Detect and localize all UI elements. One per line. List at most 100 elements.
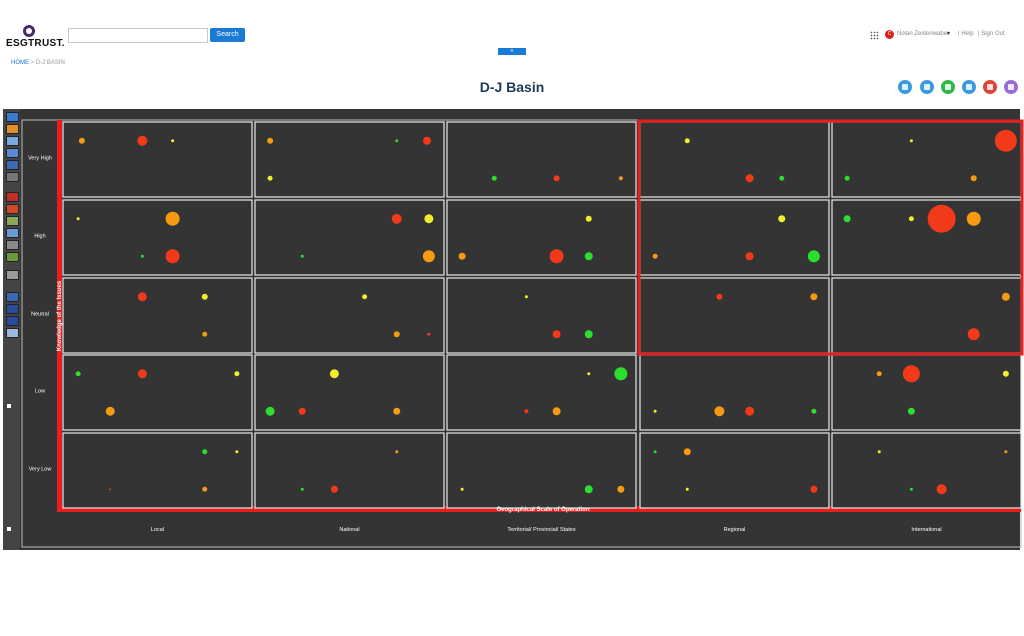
matrix-cell: [446, 277, 637, 354]
data-point: [585, 215, 592, 222]
data-point: [109, 488, 112, 491]
matrix-cell: [254, 121, 445, 198]
matrix-cell: [639, 277, 830, 354]
export-tool-icon[interactable]: [6, 228, 19, 238]
circle-tool-icon[interactable]: [6, 316, 19, 326]
data-point: [524, 295, 528, 299]
data-point: [202, 486, 208, 492]
pin-tool-icon[interactable]: [6, 204, 19, 214]
data-point: [265, 406, 275, 416]
data-point: [393, 407, 401, 415]
page-title: D-J Basin: [479, 79, 545, 95]
data-point: [427, 332, 431, 336]
user-avatar[interactable]: C: [885, 30, 894, 39]
data-point: [907, 407, 915, 415]
matrix-cell: [639, 354, 830, 431]
y-tick-label: Neutral: [31, 312, 49, 318]
pointer-tool-icon[interactable]: [6, 292, 19, 302]
x-tick-label: Regional: [724, 527, 746, 533]
data-point: [927, 204, 956, 233]
settings-tool-icon[interactable]: [6, 172, 19, 182]
data-point: [137, 292, 147, 302]
breadcrumb-separator: >: [29, 60, 36, 66]
app-logo[interactable]: ESGTRUST.: [6, 38, 65, 49]
data-point: [807, 250, 820, 263]
y-tick-label: High: [34, 234, 45, 240]
network-icon[interactable]: [920, 80, 934, 94]
menu-icon[interactable]: [1004, 80, 1018, 94]
chevron-down-icon[interactable]: ▾: [947, 31, 951, 37]
data-point: [75, 371, 81, 377]
data-point: [811, 408, 817, 414]
document-check-icon[interactable]: [941, 80, 955, 94]
data-point: [105, 406, 115, 416]
breadcrumb-home[interactable]: HOME: [11, 60, 29, 66]
data-point: [552, 330, 561, 339]
data-point: [745, 252, 754, 261]
user-group-icon[interactable]: [983, 80, 997, 94]
data-point: [684, 138, 690, 144]
apps-grid-icon[interactable]: [870, 31, 879, 40]
data-point: [584, 252, 593, 261]
data-point: [362, 294, 368, 300]
highlight-tool-icon[interactable]: [6, 124, 19, 134]
search-button[interactable]: Search: [210, 28, 245, 42]
data-point: [137, 369, 147, 379]
matrix-cell: [446, 354, 637, 431]
x-tick-label: National: [339, 527, 359, 533]
save-tool-icon[interactable]: [6, 160, 19, 170]
data-point: [617, 485, 625, 493]
data-point: [393, 331, 400, 338]
y-axis-bar: [57, 120, 62, 511]
data-point: [844, 175, 850, 181]
list-icon[interactable]: [962, 80, 976, 94]
matrix-cell: [831, 432, 1022, 509]
data-point: [235, 450, 239, 454]
globe-icon[interactable]: [898, 80, 912, 94]
data-point: [716, 293, 723, 300]
matrix-cell: [62, 121, 253, 198]
data-point: [137, 135, 148, 146]
data-point: [395, 139, 399, 143]
filter-tool-icon[interactable]: [6, 328, 19, 338]
fit-tool-icon[interactable]: [6, 270, 19, 280]
data-point: [778, 215, 786, 223]
search-input[interactable]: [68, 28, 208, 43]
matrix-cell: [62, 432, 253, 509]
data-point: [876, 371, 882, 377]
data-point: [78, 137, 85, 144]
data-point: [300, 487, 304, 491]
select-tool-icon[interactable]: [6, 112, 19, 122]
box-tool-icon[interactable]: [6, 304, 19, 314]
data-point: [422, 250, 435, 263]
sign-out-link[interactable]: | Sign Out: [978, 31, 1005, 37]
data-point: [685, 487, 689, 491]
y-tick-label: Very Low: [29, 467, 52, 473]
data-point: [970, 175, 977, 182]
share-tool-icon[interactable]: [6, 252, 19, 262]
data-point: [909, 139, 913, 143]
data-point: [391, 213, 402, 224]
data-point: [908, 216, 914, 222]
data-point: [936, 484, 947, 495]
zoom-tool-icon[interactable]: [6, 148, 19, 158]
print-tool-icon[interactable]: [6, 240, 19, 250]
data-point: [745, 406, 755, 416]
data-point: [584, 485, 593, 494]
scroll-marker: [7, 527, 11, 531]
help-link[interactable]: | Help: [958, 31, 974, 37]
x-tick-label: Territorial/ Provincial/ States: [507, 527, 575, 533]
data-point: [745, 174, 754, 183]
layer-tool-icon[interactable]: [6, 136, 19, 146]
collapse-header-button[interactable]: ≡: [498, 48, 526, 55]
table-tool-icon[interactable]: [6, 216, 19, 226]
data-point: [460, 487, 464, 491]
user-name[interactable]: Nolan Zeidenwaber: [897, 31, 950, 37]
data-point: [1004, 450, 1008, 454]
data-point: [165, 211, 180, 226]
data-point: [549, 249, 564, 264]
data-point: [491, 175, 497, 181]
flag-tool-icon[interactable]: [6, 192, 19, 202]
breadcrumb-current: D-J BASIN: [35, 60, 65, 66]
matrix-cell: [639, 199, 830, 276]
